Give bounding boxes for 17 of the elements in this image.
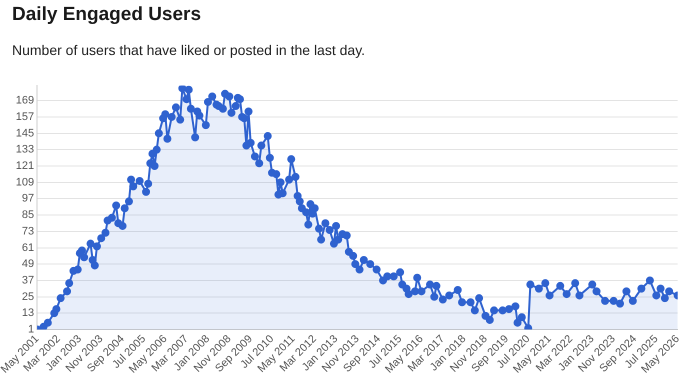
- y-tick-label: 13: [22, 307, 34, 320]
- y-tick-label: 157: [16, 110, 34, 123]
- y-tick-label: 133: [16, 144, 34, 156]
- y-tick-label: 145: [16, 127, 34, 140]
- chart-title: Daily Engaged Users: [12, 4, 202, 26]
- y-tick-label: 169: [16, 94, 34, 107]
- y-tick-label: 49: [22, 258, 34, 270]
- y-tick-label: 61: [22, 242, 34, 254]
- y-tick-label: 73: [22, 225, 34, 238]
- y-tick-label: 85: [22, 209, 34, 222]
- y-tick-label: 37: [22, 274, 34, 286]
- y-tick-label: 121: [16, 160, 34, 172]
- y-tick-label: 109: [16, 176, 34, 188]
- y-tick-label: 97: [22, 192, 34, 205]
- y-tick-label: 1: [28, 324, 34, 336]
- y-tick-label: 25: [22, 290, 34, 303]
- chart-subtitle: Number of users that have liked or posted in the last day.: [12, 42, 366, 58]
